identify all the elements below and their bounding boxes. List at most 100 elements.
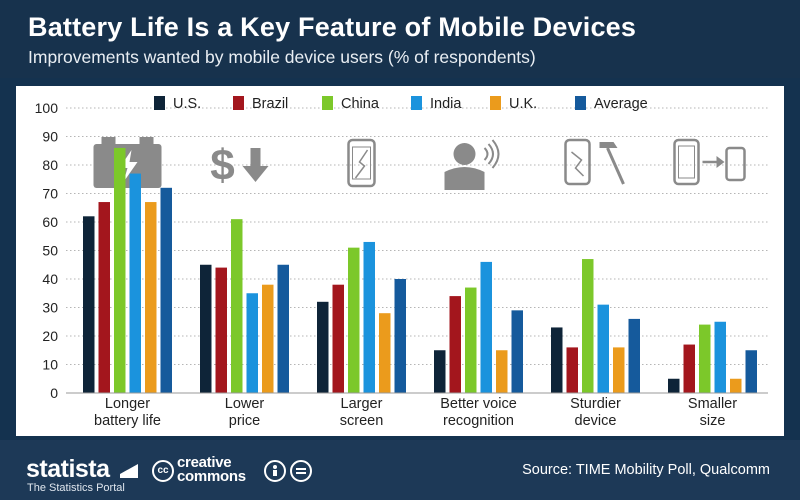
bar xyxy=(434,350,446,393)
bar xyxy=(215,267,227,393)
y-tick-label: 30 xyxy=(42,300,58,316)
bar xyxy=(699,324,711,393)
bar xyxy=(449,296,461,393)
bar xyxy=(200,264,212,393)
bar xyxy=(160,187,172,393)
legend-label: Average xyxy=(594,96,648,112)
statista-mark-icon xyxy=(120,461,138,478)
x-category-label: battery life xyxy=(94,413,161,429)
legend-swatch xyxy=(154,96,165,110)
x-category-label: Smaller xyxy=(688,396,737,412)
statista-logo[interactable]: statista xyxy=(26,455,110,483)
y-tick-label: 40 xyxy=(42,271,58,287)
bar xyxy=(98,202,110,393)
bar xyxy=(379,313,391,393)
x-category-label: Larger xyxy=(341,396,383,412)
bar xyxy=(332,284,344,393)
legend-swatch xyxy=(322,96,333,110)
bar xyxy=(394,279,406,393)
x-category-label: price xyxy=(229,413,260,429)
y-tick-label: 90 xyxy=(42,129,58,145)
legend-label: India xyxy=(430,96,462,112)
x-category-label: Lower xyxy=(225,396,265,412)
chart-subtitle: Improvements wanted by mobile device use… xyxy=(28,47,536,67)
bar xyxy=(277,264,289,393)
chart-panel: 0 10 20 30 40 50 60 70 80 90 100 $ Longer battery lif… xyxy=(16,86,784,436)
chart-title: Battery Life Is a Key Feature of Mobile … xyxy=(28,12,637,42)
legend-item: Average xyxy=(575,96,648,112)
legend-label: China xyxy=(341,96,380,112)
bar xyxy=(262,284,274,393)
x-category-label: Longer xyxy=(105,396,150,412)
statista-tagline: The Statistics Portal xyxy=(27,482,125,494)
cracked-phone-icon xyxy=(347,138,376,188)
y-tick-label: 80 xyxy=(42,157,58,173)
y-tick-label: 70 xyxy=(42,186,58,202)
bar xyxy=(613,347,625,393)
phone-hammer-icon xyxy=(564,138,625,186)
legend-label: U.K. xyxy=(509,96,537,112)
legend-item: U.K. xyxy=(490,96,537,112)
bar xyxy=(114,147,126,393)
cc-icon: cc xyxy=(152,460,174,482)
x-category-label: Sturdier xyxy=(570,396,621,412)
bar xyxy=(730,378,742,393)
bar xyxy=(129,173,141,393)
header: Battery Life Is a Key Feature of Mobile … xyxy=(0,0,800,78)
price-down-icon: $ xyxy=(210,141,269,190)
phone-shrink-icon xyxy=(673,138,746,186)
x-category-label: recognition xyxy=(443,413,514,429)
cc-label-line1: creative xyxy=(177,454,232,471)
battery-icon xyxy=(93,137,162,188)
legend-swatch xyxy=(575,96,586,110)
bar xyxy=(480,261,492,393)
footer: statista The Statistics Portal cc creati… xyxy=(0,440,800,500)
legend-item: China xyxy=(322,96,380,112)
y-tick-label: 50 xyxy=(42,243,58,259)
x-category-label: device xyxy=(575,413,617,429)
bar xyxy=(683,344,695,393)
legend-swatch xyxy=(490,96,501,110)
bar xyxy=(363,241,375,393)
bar xyxy=(551,327,563,393)
bar xyxy=(745,350,757,393)
bar xyxy=(231,219,243,393)
x-category-label: Better voice xyxy=(440,396,517,412)
bar xyxy=(511,310,523,393)
x-category-label: size xyxy=(700,413,726,429)
cc-label-line2: commons xyxy=(177,468,246,485)
legend-item: Brazil xyxy=(233,96,288,112)
voice-person-icon xyxy=(444,139,500,190)
bar xyxy=(582,259,594,393)
bar xyxy=(145,202,157,393)
y-tick-label: 10 xyxy=(42,357,58,373)
attribution-icon xyxy=(264,460,286,482)
cc-label: creative commons xyxy=(177,454,246,485)
bar xyxy=(496,350,508,393)
creative-commons-badge[interactable]: cc creative commons xyxy=(152,454,322,486)
svg-text:$: $ xyxy=(210,141,234,190)
bar xyxy=(246,293,258,393)
legend-swatch xyxy=(233,96,244,110)
legend-swatch xyxy=(411,96,422,110)
y-tick-label: 0 xyxy=(50,385,58,401)
no-derivatives-icon xyxy=(290,460,312,482)
bar xyxy=(348,247,360,393)
x-category-label: screen xyxy=(340,413,384,429)
bar xyxy=(668,378,680,393)
y-tick-label: 100 xyxy=(35,100,59,116)
bar xyxy=(83,216,95,393)
bar xyxy=(317,301,329,393)
bar xyxy=(465,287,477,393)
bar xyxy=(566,347,578,393)
y-tick-label: 20 xyxy=(42,328,58,344)
bar xyxy=(628,318,640,393)
y-tick-label: 60 xyxy=(42,214,58,230)
bar xyxy=(597,304,609,393)
legend-item: India xyxy=(411,96,462,112)
bar xyxy=(714,321,726,393)
source-note: Source: TIME Mobility Poll, Qualcomm xyxy=(522,462,770,478)
legend-item: U.S. xyxy=(154,96,201,112)
legend-label: U.S. xyxy=(173,96,201,112)
